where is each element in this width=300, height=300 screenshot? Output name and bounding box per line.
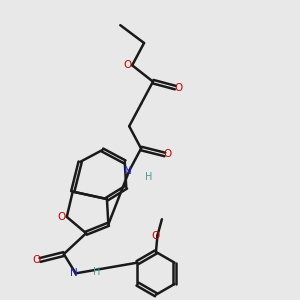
Text: H: H bbox=[93, 267, 100, 277]
Text: O: O bbox=[57, 212, 66, 222]
Text: O: O bbox=[174, 82, 182, 93]
Text: O: O bbox=[151, 231, 159, 241]
Text: N: N bbox=[70, 268, 78, 278]
Text: O: O bbox=[32, 255, 40, 265]
Text: O: O bbox=[124, 60, 132, 70]
Text: O: O bbox=[164, 149, 172, 160]
Text: N: N bbox=[124, 166, 132, 176]
Text: H: H bbox=[145, 172, 152, 182]
